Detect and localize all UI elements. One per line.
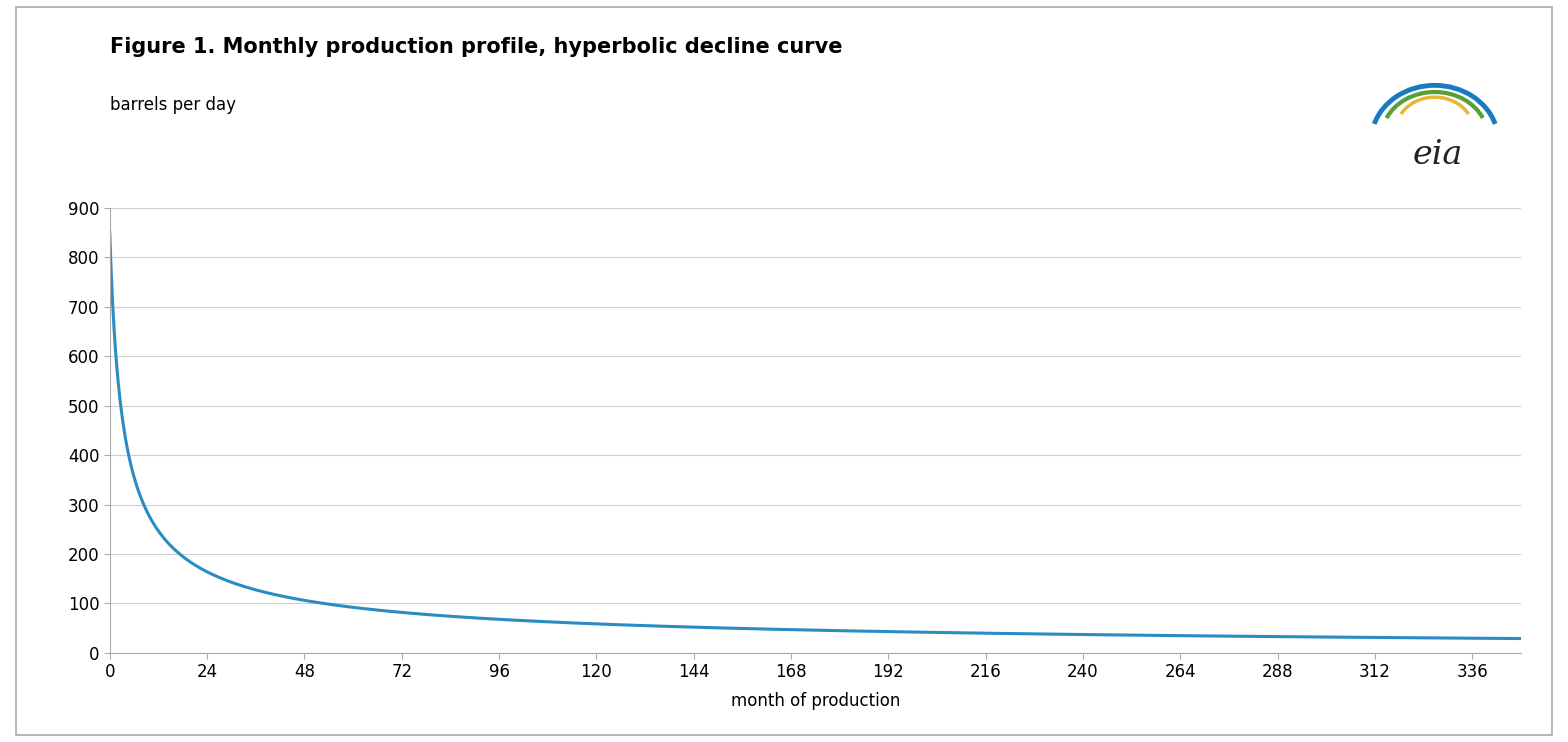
- Text: Figure 1. Monthly production profile, hyperbolic decline curve: Figure 1. Monthly production profile, hy…: [110, 37, 842, 57]
- Text: barrels per day: barrels per day: [110, 96, 235, 114]
- Text: eia: eia: [1413, 139, 1463, 171]
- X-axis label: month of production: month of production: [731, 692, 900, 711]
